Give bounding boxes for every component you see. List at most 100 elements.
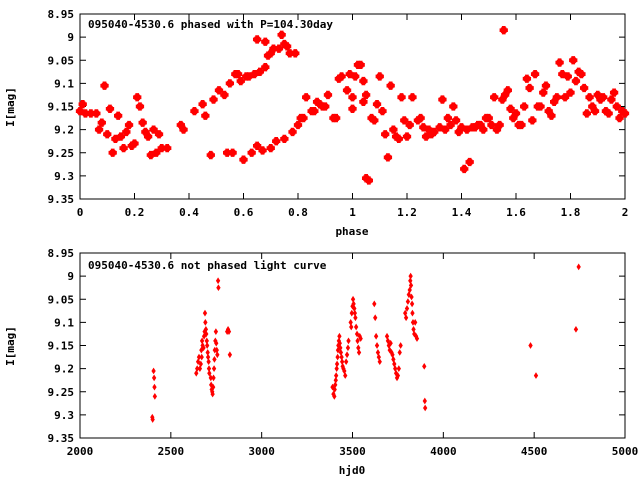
data-point bbox=[484, 113, 493, 123]
data-point bbox=[416, 113, 425, 123]
data-point bbox=[566, 88, 575, 97]
data-point bbox=[247, 148, 256, 157]
data-point bbox=[266, 143, 275, 153]
y-tick-label: 9.1 bbox=[54, 77, 74, 90]
data-point bbox=[403, 314, 409, 322]
data-point bbox=[201, 344, 206, 352]
data-point bbox=[351, 72, 360, 81]
data-point bbox=[528, 342, 533, 349]
data-point bbox=[410, 309, 415, 317]
data-point bbox=[395, 372, 401, 379]
data-point bbox=[345, 344, 351, 352]
x-tick-label: 4500 bbox=[521, 445, 548, 458]
data-point bbox=[205, 353, 211, 361]
y-tick-label: 9 bbox=[67, 31, 74, 44]
data-point bbox=[525, 83, 534, 93]
x-tick-label: 1.8 bbox=[561, 206, 581, 219]
data-point bbox=[533, 372, 539, 379]
x-axis-ticks: 2000 2500 3000 3500 4000 4500 5000 bbox=[67, 253, 638, 458]
y-axis-ticks: 8.95 9 9.05 9.1 9.15 9.2 9.25 9.3 9.35 bbox=[48, 8, 625, 206]
data-point bbox=[356, 349, 362, 356]
data-point bbox=[373, 314, 378, 322]
data-point bbox=[356, 60, 365, 70]
data-point bbox=[364, 176, 374, 185]
data-point bbox=[321, 102, 330, 111]
data-point bbox=[333, 381, 338, 389]
data-point bbox=[353, 323, 359, 331]
data-point bbox=[511, 109, 521, 118]
data-point bbox=[152, 383, 157, 391]
data-point bbox=[346, 337, 351, 345]
data-point bbox=[377, 358, 382, 366]
data-point bbox=[214, 339, 219, 347]
data-point bbox=[355, 337, 360, 345]
y-tick-label: 9.2 bbox=[54, 363, 74, 376]
data-point bbox=[372, 300, 377, 308]
data-point bbox=[530, 69, 540, 79]
data-point bbox=[499, 26, 508, 35]
data-point bbox=[220, 90, 229, 100]
data-point bbox=[135, 102, 145, 111]
data-point bbox=[239, 155, 248, 164]
data-point bbox=[358, 335, 363, 342]
data-point bbox=[479, 125, 488, 134]
data-point bbox=[343, 372, 348, 379]
data-point bbox=[449, 102, 458, 111]
data-point bbox=[332, 393, 337, 400]
data-point bbox=[94, 125, 104, 134]
data-point bbox=[199, 337, 205, 345]
data-point bbox=[607, 95, 616, 104]
data-point bbox=[92, 109, 101, 118]
data-point bbox=[582, 109, 591, 118]
y-tick-label: 9.35 bbox=[48, 432, 75, 445]
data-point bbox=[291, 49, 300, 58]
data-point bbox=[261, 63, 270, 72]
x-tick-label: 1.4 bbox=[452, 206, 472, 219]
data-point bbox=[133, 93, 142, 102]
data-point bbox=[215, 351, 220, 359]
data-point bbox=[585, 93, 594, 102]
y-tick-label: 8.95 bbox=[48, 8, 75, 21]
x-axis-label: phase bbox=[335, 225, 368, 238]
y-tick-label: 9.3 bbox=[54, 170, 74, 183]
data-point bbox=[576, 263, 581, 271]
data-point bbox=[396, 365, 401, 372]
data-point bbox=[465, 157, 474, 167]
data-point bbox=[599, 93, 608, 102]
data-point bbox=[124, 120, 134, 130]
data-point bbox=[361, 90, 371, 100]
data-point bbox=[204, 330, 209, 338]
data-point bbox=[411, 325, 416, 333]
data-point bbox=[108, 148, 117, 157]
x-tick-label: 1.2 bbox=[397, 206, 417, 219]
data-point bbox=[404, 305, 410, 312]
data-point bbox=[344, 351, 350, 359]
data-point bbox=[194, 369, 199, 377]
data-point bbox=[375, 72, 384, 81]
data-point bbox=[130, 139, 139, 148]
data-points bbox=[75, 26, 630, 185]
data-point bbox=[163, 143, 172, 153]
data-point bbox=[334, 360, 340, 368]
data-point bbox=[339, 358, 345, 366]
x-tick-label: 0.6 bbox=[234, 206, 254, 219]
data-point bbox=[206, 358, 211, 366]
data-point bbox=[397, 349, 402, 356]
data-point bbox=[216, 284, 221, 292]
data-point bbox=[573, 325, 579, 333]
data-point bbox=[397, 93, 406, 102]
data-point bbox=[277, 30, 286, 39]
data-point bbox=[528, 116, 537, 125]
data-point bbox=[503, 86, 512, 95]
data-point bbox=[350, 295, 356, 303]
y-tick-label: 9.05 bbox=[48, 54, 75, 67]
y-axis-label: I[mag] bbox=[4, 326, 17, 366]
data-point bbox=[211, 374, 216, 382]
data-point bbox=[438, 95, 447, 104]
data-point bbox=[203, 319, 208, 326]
data-point bbox=[490, 93, 499, 102]
data-point bbox=[122, 127, 131, 137]
data-point bbox=[105, 104, 115, 113]
data-point bbox=[205, 342, 210, 349]
